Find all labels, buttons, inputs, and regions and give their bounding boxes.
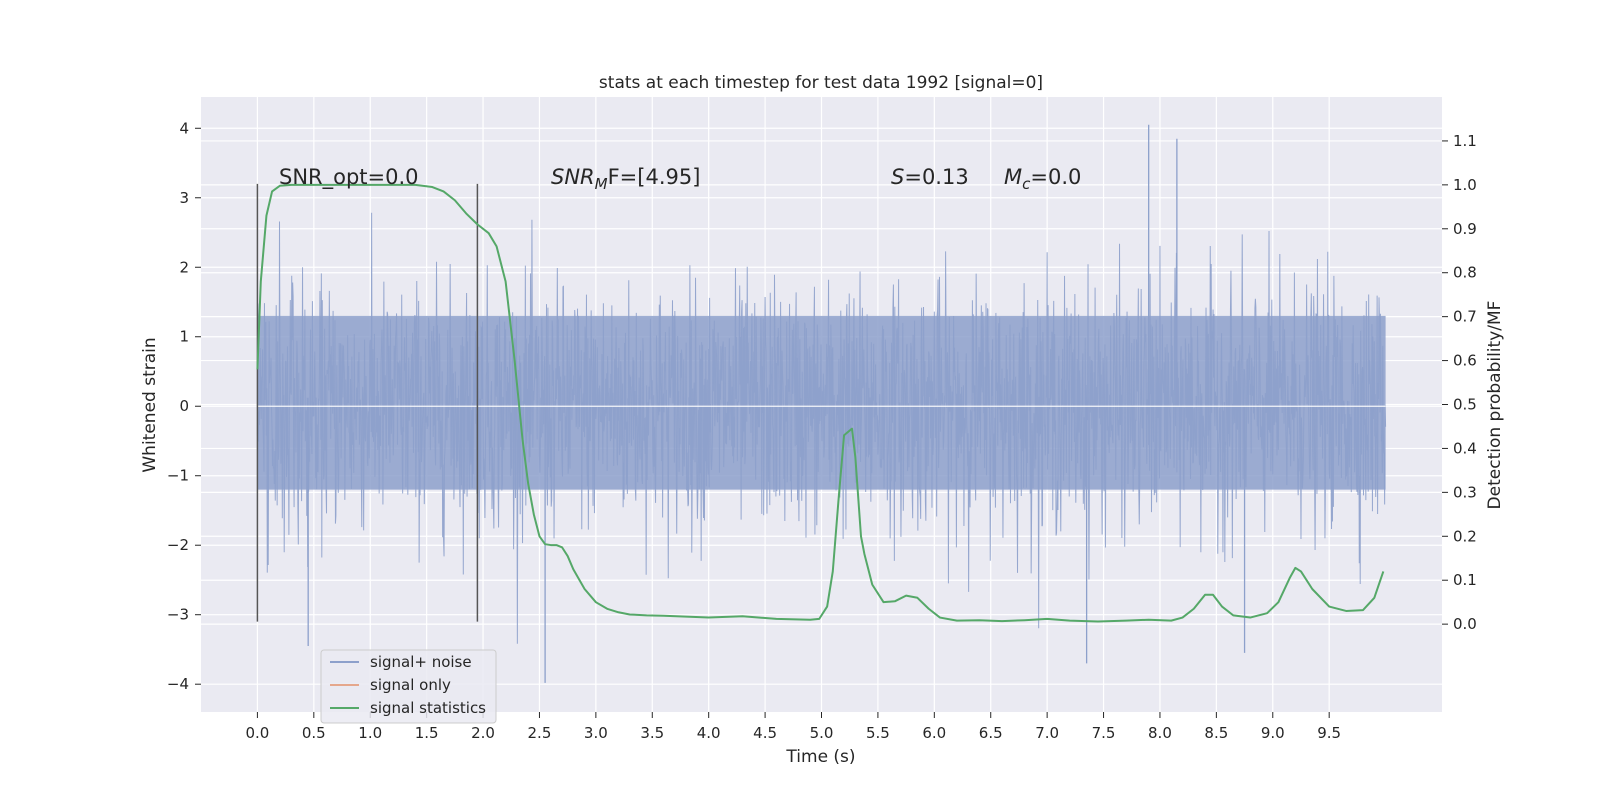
x-tick-label: 6.0 xyxy=(922,724,946,742)
noise-trace xyxy=(256,212,1387,644)
y2-tick-label: 0.8 xyxy=(1453,264,1477,282)
y2-tick-label: 0.2 xyxy=(1453,527,1477,545)
statistics-series xyxy=(256,183,1385,623)
annotation-mc-main: M xyxy=(1004,165,1022,189)
x-tick-label: 5.0 xyxy=(810,724,834,742)
x-tick-label: 6.5 xyxy=(979,724,1003,742)
y2-tick-label: 0.9 xyxy=(1453,220,1477,238)
x-tick-label: 1.0 xyxy=(358,724,382,742)
annotation-mc-rest: =0.0 xyxy=(1030,165,1081,189)
legend-label-signal-statistics: signal statistics xyxy=(370,699,486,717)
annotation-mc: Mc=0.0 xyxy=(1004,165,1081,193)
x-tick-label: 7.0 xyxy=(1035,724,1059,742)
y-tick-label: 2 xyxy=(179,258,189,276)
x-tick-label: 7.5 xyxy=(1092,724,1116,742)
x-tick-label: 8.0 xyxy=(1148,724,1172,742)
x-axis-label: Time (s) xyxy=(785,747,855,767)
y2-tick-label: 1.0 xyxy=(1453,176,1477,194)
annotation-s-rest: =0.13 xyxy=(904,165,968,189)
legend: signal+ noise signal only signal statist… xyxy=(320,649,497,724)
noise-series xyxy=(256,124,1387,683)
y2-tick-label: 0.5 xyxy=(1453,396,1477,414)
legend-label-signal-only: signal only xyxy=(370,676,451,694)
annotation-s: S=0.13 xyxy=(891,165,969,189)
annotation-mc-sub: c xyxy=(1022,175,1031,193)
x-tick-label: 3.0 xyxy=(584,724,608,742)
y2-tick-label: 0.3 xyxy=(1453,483,1477,501)
annotation-snr-opt: SNR_opt=0.0 xyxy=(279,165,419,190)
y2-tick-label: 1.1 xyxy=(1453,132,1477,150)
y-axis-label: Whitened strain xyxy=(140,337,160,472)
y2-tick-label: 0.6 xyxy=(1453,352,1477,370)
annotation-snr-mf-sub: M xyxy=(595,175,608,193)
x-tick-label: 4.5 xyxy=(753,724,777,742)
x-tick-label: 0.0 xyxy=(245,724,269,742)
x-tick-label: 8.5 xyxy=(1204,724,1228,742)
ticks-layer: 0.0 0.5 1.0 1.5 2.0 2.5 3.0 3.5 4.0 4.5 5.0 5.5 6.0 6… xyxy=(167,119,1477,742)
x-tick-label: 4.0 xyxy=(697,724,721,742)
y-tick-label: −1 xyxy=(167,467,189,485)
y2-tick-label: 0.4 xyxy=(1453,439,1477,457)
y-tick-label: 0 xyxy=(179,397,189,415)
x-tick-label: 9.5 xyxy=(1317,724,1341,742)
x-tick-label: 2.5 xyxy=(528,724,552,742)
x-tick-label: 2.0 xyxy=(471,724,495,742)
annotation-s-main: S xyxy=(891,165,904,189)
x-tick-label: 0.5 xyxy=(302,724,326,742)
annotation-snr-mf-rest: F=[4.95] xyxy=(608,165,701,189)
y-tick-label: 1 xyxy=(179,328,189,346)
window-markers xyxy=(256,183,479,622)
y2-tick-label: 0.0 xyxy=(1453,615,1477,633)
x-tick-label: 3.5 xyxy=(640,724,664,742)
x-tick-label: 1.5 xyxy=(415,724,439,742)
y-tick-label: −3 xyxy=(167,606,189,624)
annotation-snr-mf-main: SNR xyxy=(551,165,595,189)
y2-tick-label: 0.7 xyxy=(1453,308,1477,326)
y2-axis-label: Detection probability/MF xyxy=(1485,301,1505,510)
y-tick-label: 4 xyxy=(179,119,189,137)
legend-label-signal-noise: signal+ noise xyxy=(370,653,472,671)
legend-box xyxy=(320,649,497,724)
x-tick-label: 9.0 xyxy=(1261,724,1285,742)
y2-tick-label: 0.1 xyxy=(1453,571,1477,589)
statistics-line xyxy=(256,183,1385,623)
y-tick-label: −4 xyxy=(167,675,189,693)
y-tick-label: 3 xyxy=(179,189,189,207)
x-tick-label: 5.5 xyxy=(866,724,890,742)
chart-title: stats at each timestep for test data 199… xyxy=(599,73,1043,93)
y-tick-label: −2 xyxy=(167,536,189,554)
annotation-snr-mf: SNRMF=[4.95] xyxy=(551,165,700,193)
